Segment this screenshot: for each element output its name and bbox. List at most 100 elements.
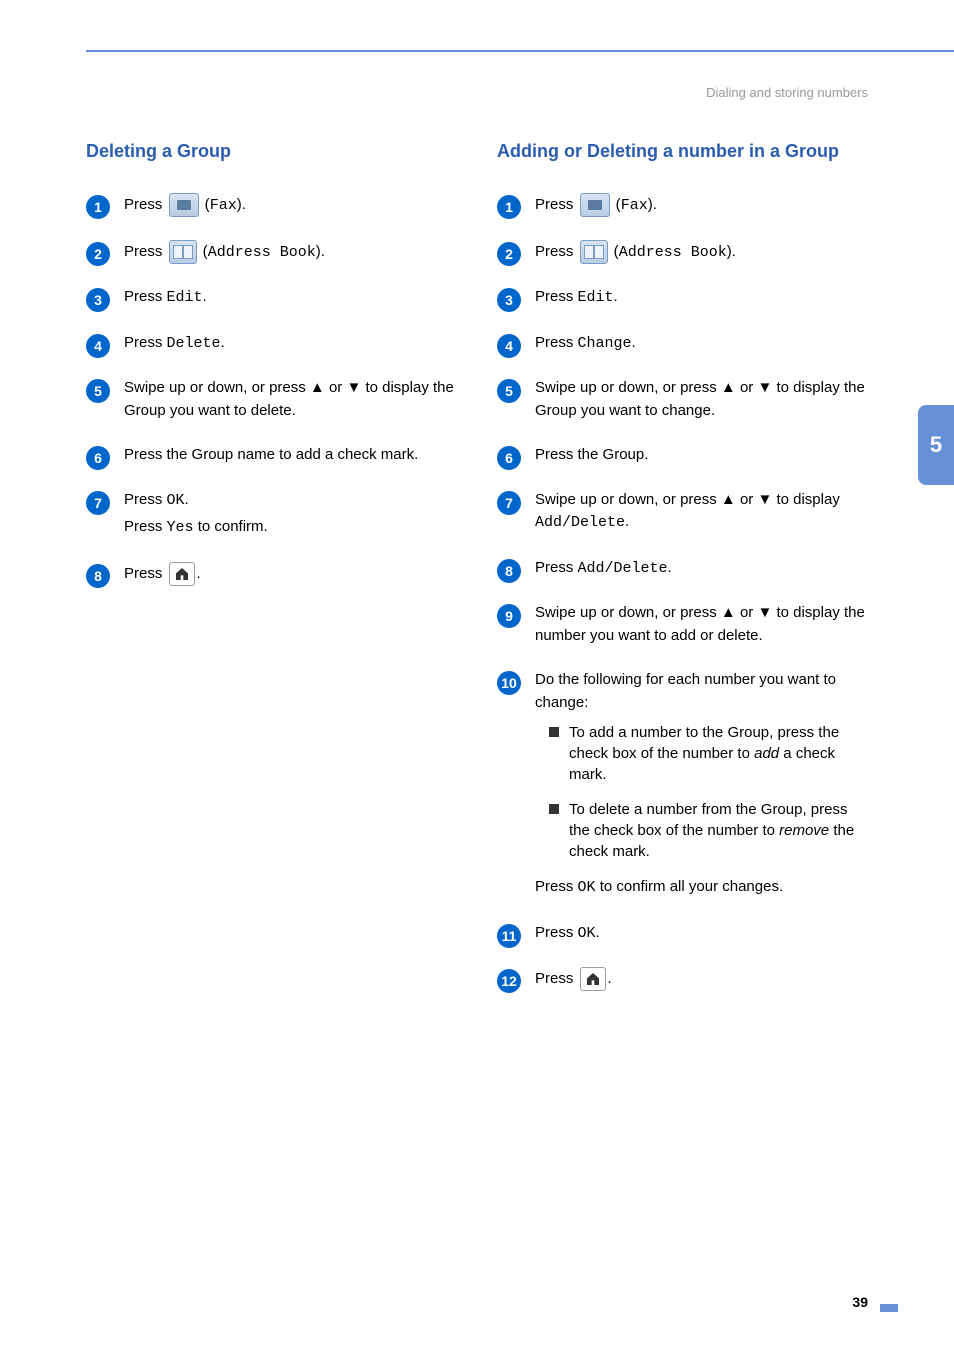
step-number: 4 bbox=[86, 334, 110, 358]
step-line: Press the Group name to add a check mark… bbox=[124, 444, 457, 467]
emphasis: remove bbox=[779, 822, 829, 839]
step: 1 Press (Fax). bbox=[86, 193, 457, 221]
bullet-text: To add a number to the Group, press the … bbox=[569, 722, 868, 785]
mono-text: Delete bbox=[167, 335, 221, 352]
step-body: Press OK. bbox=[535, 922, 868, 950]
step-number: 6 bbox=[86, 446, 110, 470]
address-book-icon bbox=[580, 240, 608, 264]
step-body: Press . bbox=[535, 967, 868, 995]
left-title: Deleting a Group bbox=[86, 140, 457, 163]
step: 6 Press the Group name to add a check mar… bbox=[86, 444, 457, 471]
step: 3 Press Edit. bbox=[497, 286, 868, 314]
step-number: 2 bbox=[86, 242, 110, 266]
step-line: Press Edit. bbox=[124, 286, 457, 310]
step-line: Press Edit. bbox=[535, 286, 868, 310]
home-icon bbox=[169, 562, 195, 586]
step-number: 7 bbox=[497, 491, 521, 515]
step-line: Do the following for each number you wan… bbox=[535, 669, 868, 714]
step: 5 Swipe up or down, or press ▲ or ▼ to di… bbox=[497, 377, 868, 426]
step-number: 1 bbox=[86, 195, 110, 219]
step-number: 8 bbox=[86, 564, 110, 588]
step-body: Swipe up or down, or press ▲ or ▼ to dis… bbox=[535, 489, 868, 539]
mono-text: Address Book bbox=[619, 244, 727, 261]
step-number: 3 bbox=[497, 288, 521, 312]
step: 8 Press Add/Delete. bbox=[497, 557, 868, 585]
step-body: Swipe up or down, or press ▲ or ▼ to dis… bbox=[124, 377, 457, 426]
step-line: Press . bbox=[535, 967, 868, 991]
step-number: 11 bbox=[497, 924, 521, 948]
step-body: Press Delete. bbox=[124, 332, 457, 360]
step-body: Press OK. Press Yes to confirm. bbox=[124, 489, 457, 544]
step-line: Press (Address Book). bbox=[124, 240, 457, 264]
step-line: Press the Group. bbox=[535, 444, 868, 467]
step-line: Swipe up or down, or press ▲ or ▼ to dis… bbox=[535, 602, 868, 647]
emphasis: add bbox=[754, 745, 779, 762]
bullet-item: To delete a number from the Group, press… bbox=[535, 799, 868, 862]
mono-text: Change bbox=[578, 335, 632, 352]
chapter-tab: 5 bbox=[918, 405, 954, 485]
step-body: Press (Address Book). bbox=[124, 240, 457, 268]
step: 9Swipe up or down, or press ▲ or ▼ to di… bbox=[497, 602, 868, 651]
step-number: 5 bbox=[497, 379, 521, 403]
mono-text: Add/Delete bbox=[578, 560, 668, 577]
step: 2 Press (Address Book). bbox=[497, 240, 868, 268]
right-steps: 1Press (Fax). 2 Press (Address Book). 3 Pres… bbox=[497, 193, 868, 995]
content: Deleting a Group 1 Press (Fax). 2 Press (Ad… bbox=[86, 140, 868, 1013]
mono-text: Edit bbox=[167, 289, 203, 306]
step: 3 Press Edit. bbox=[86, 286, 457, 314]
step-number: 3 bbox=[86, 288, 110, 312]
step-body: Press Add/Delete. bbox=[535, 557, 868, 585]
page-number: 39 bbox=[852, 1294, 868, 1310]
step-number: 10 bbox=[497, 671, 521, 695]
step-line: Press OK. bbox=[124, 489, 457, 513]
step-number: 5 bbox=[86, 379, 110, 403]
step-line: Press (Address Book). bbox=[535, 240, 868, 264]
step: 2 Press (Address Book). bbox=[86, 240, 457, 268]
bullet-text: To delete a number from the Group, press… bbox=[569, 799, 868, 862]
step: 7 Swipe up or down, or press ▲ or ▼ to di… bbox=[497, 489, 868, 539]
step-body: Swipe up or down, or press ▲ or ▼ to dis… bbox=[535, 377, 868, 426]
step-body: Press Edit. bbox=[124, 286, 457, 314]
step: 4Press Change. bbox=[497, 332, 868, 360]
step-number: 1 bbox=[497, 195, 521, 219]
step: 1Press (Fax). bbox=[497, 193, 868, 221]
step: 6Press the Group. bbox=[497, 444, 868, 471]
step-number: 12 bbox=[497, 969, 521, 993]
step-line: Press Yes to confirm. bbox=[124, 516, 457, 540]
step-body: Swipe up or down, or press ▲ or ▼ to dis… bbox=[535, 602, 868, 651]
mono-text: OK bbox=[578, 925, 596, 942]
step-line: Press Delete. bbox=[124, 332, 457, 356]
step-number: 2 bbox=[497, 242, 521, 266]
mono-text: OK bbox=[167, 492, 185, 509]
mono-text: Fax bbox=[621, 197, 648, 214]
mono-text: Fax bbox=[210, 197, 237, 214]
left-column: Deleting a Group 1 Press (Fax). 2 Press (Ad… bbox=[86, 140, 457, 1013]
mono-text: Address Book bbox=[208, 244, 316, 261]
step-body: Press Edit. bbox=[535, 286, 868, 314]
step-line: Press Add/Delete. bbox=[535, 557, 868, 581]
step-line: Swipe up or down, or press ▲ or ▼ to dis… bbox=[535, 377, 868, 422]
step-line: Press Change. bbox=[535, 332, 868, 356]
step-body: Press the Group. bbox=[535, 444, 868, 471]
step: 5 Swipe up or down, or press ▲ or ▼ to di… bbox=[86, 377, 457, 426]
left-steps: 1 Press (Fax). 2 Press (Address Book). 3 Pres… bbox=[86, 193, 457, 589]
step: 10 Do the following for each number you w… bbox=[497, 669, 868, 904]
step-after: Press OK to confirm all your changes. bbox=[535, 876, 868, 900]
mono-text: Yes bbox=[167, 519, 194, 536]
step-line: Press (Fax). bbox=[124, 193, 457, 217]
mono-text: Edit bbox=[578, 289, 614, 306]
step-number: 8 bbox=[497, 559, 521, 583]
step: 4 Press Delete. bbox=[86, 332, 457, 360]
right-title: Adding or Deleting a number in a Group bbox=[497, 140, 868, 163]
step-line: Swipe up or down, or press ▲ or ▼ to dis… bbox=[124, 377, 457, 422]
step-body: Press the Group name to add a check mark… bbox=[124, 444, 457, 471]
step: 12 Press . bbox=[497, 967, 868, 995]
step-number: 7 bbox=[86, 491, 110, 515]
step-body: Press (Address Book). bbox=[535, 240, 868, 268]
address-book-icon bbox=[169, 240, 197, 264]
bullet-square-icon bbox=[549, 727, 559, 737]
step: 8Press . bbox=[86, 562, 457, 590]
home-icon bbox=[580, 967, 606, 991]
bullet-list: To add a number to the Group, press the … bbox=[535, 722, 868, 862]
mono-text: OK bbox=[578, 879, 596, 896]
